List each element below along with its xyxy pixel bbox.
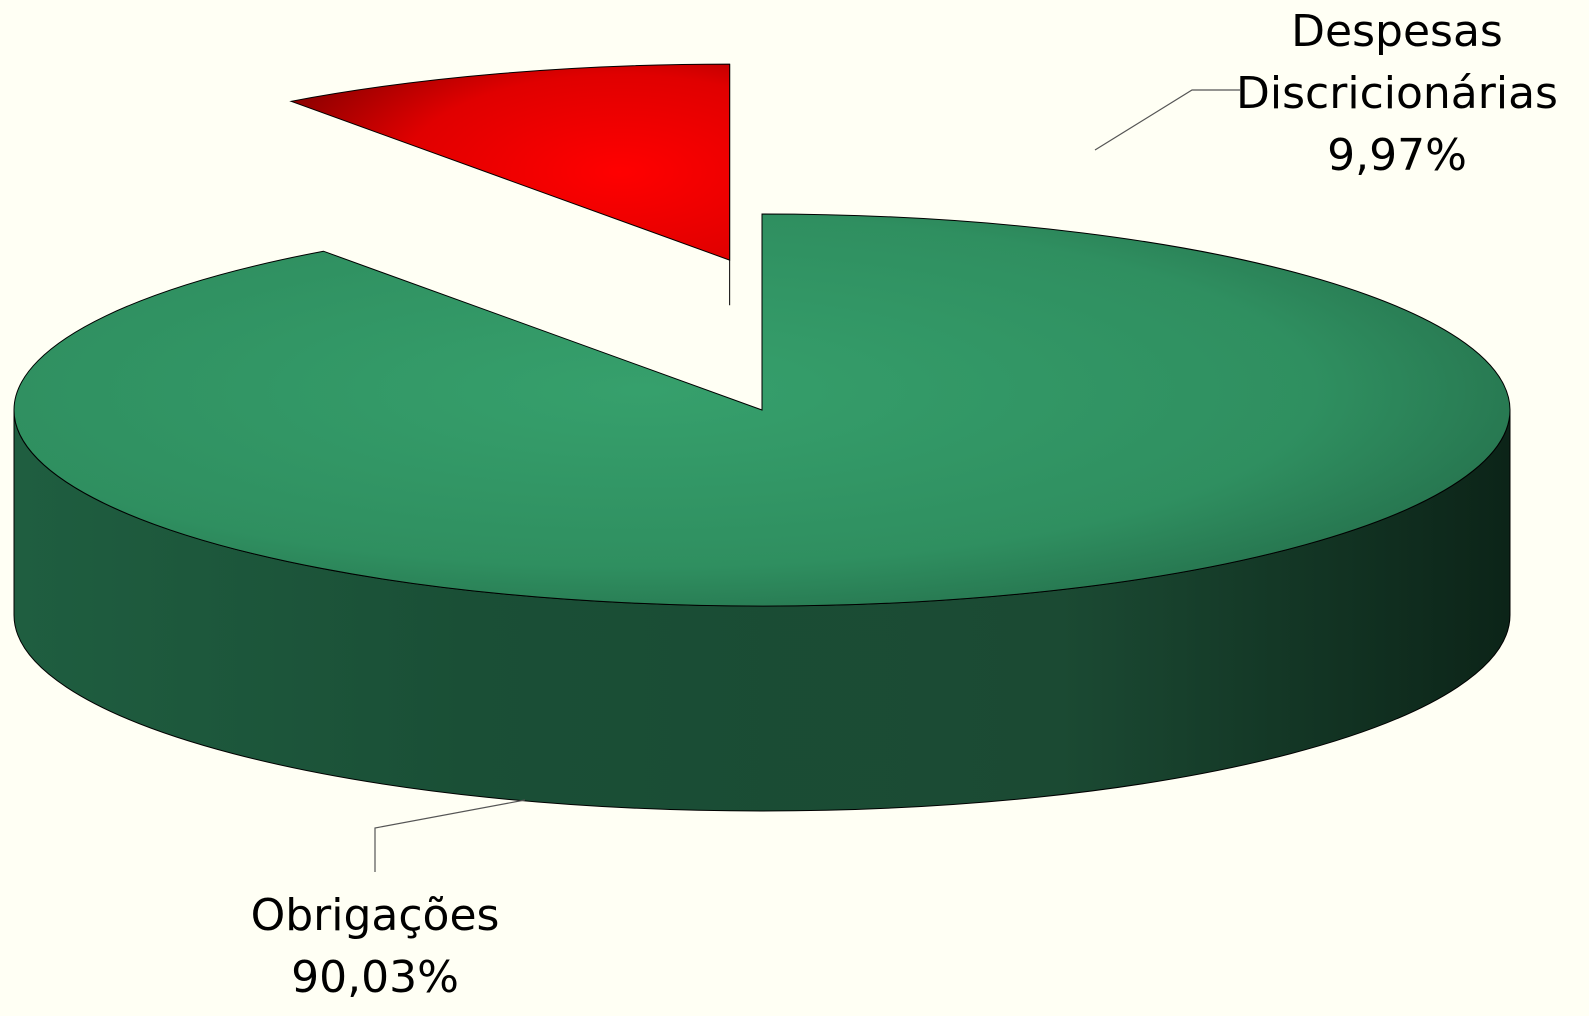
label-despesas-name: Despesas — [1291, 6, 1503, 57]
pie-slice-obrigacoes — [13, 213, 1511, 812]
pie-slice-despesas-top — [289, 63, 731, 261]
pie-slice-obrigacoes-top — [13, 213, 1511, 607]
label-obrigacoes-name: Obrigações — [251, 890, 500, 941]
label-obrigacoes-value: 90,03% — [291, 952, 459, 1003]
label-obrigacoes-leader-line — [374, 799, 526, 872]
pie-slice-despesas — [289, 63, 731, 306]
label-despesas-value: 9,97% — [1327, 130, 1467, 181]
label-despesas-leader-line — [1094, 89, 1240, 151]
label-despesas-name: Discricionárias — [1236, 68, 1558, 119]
